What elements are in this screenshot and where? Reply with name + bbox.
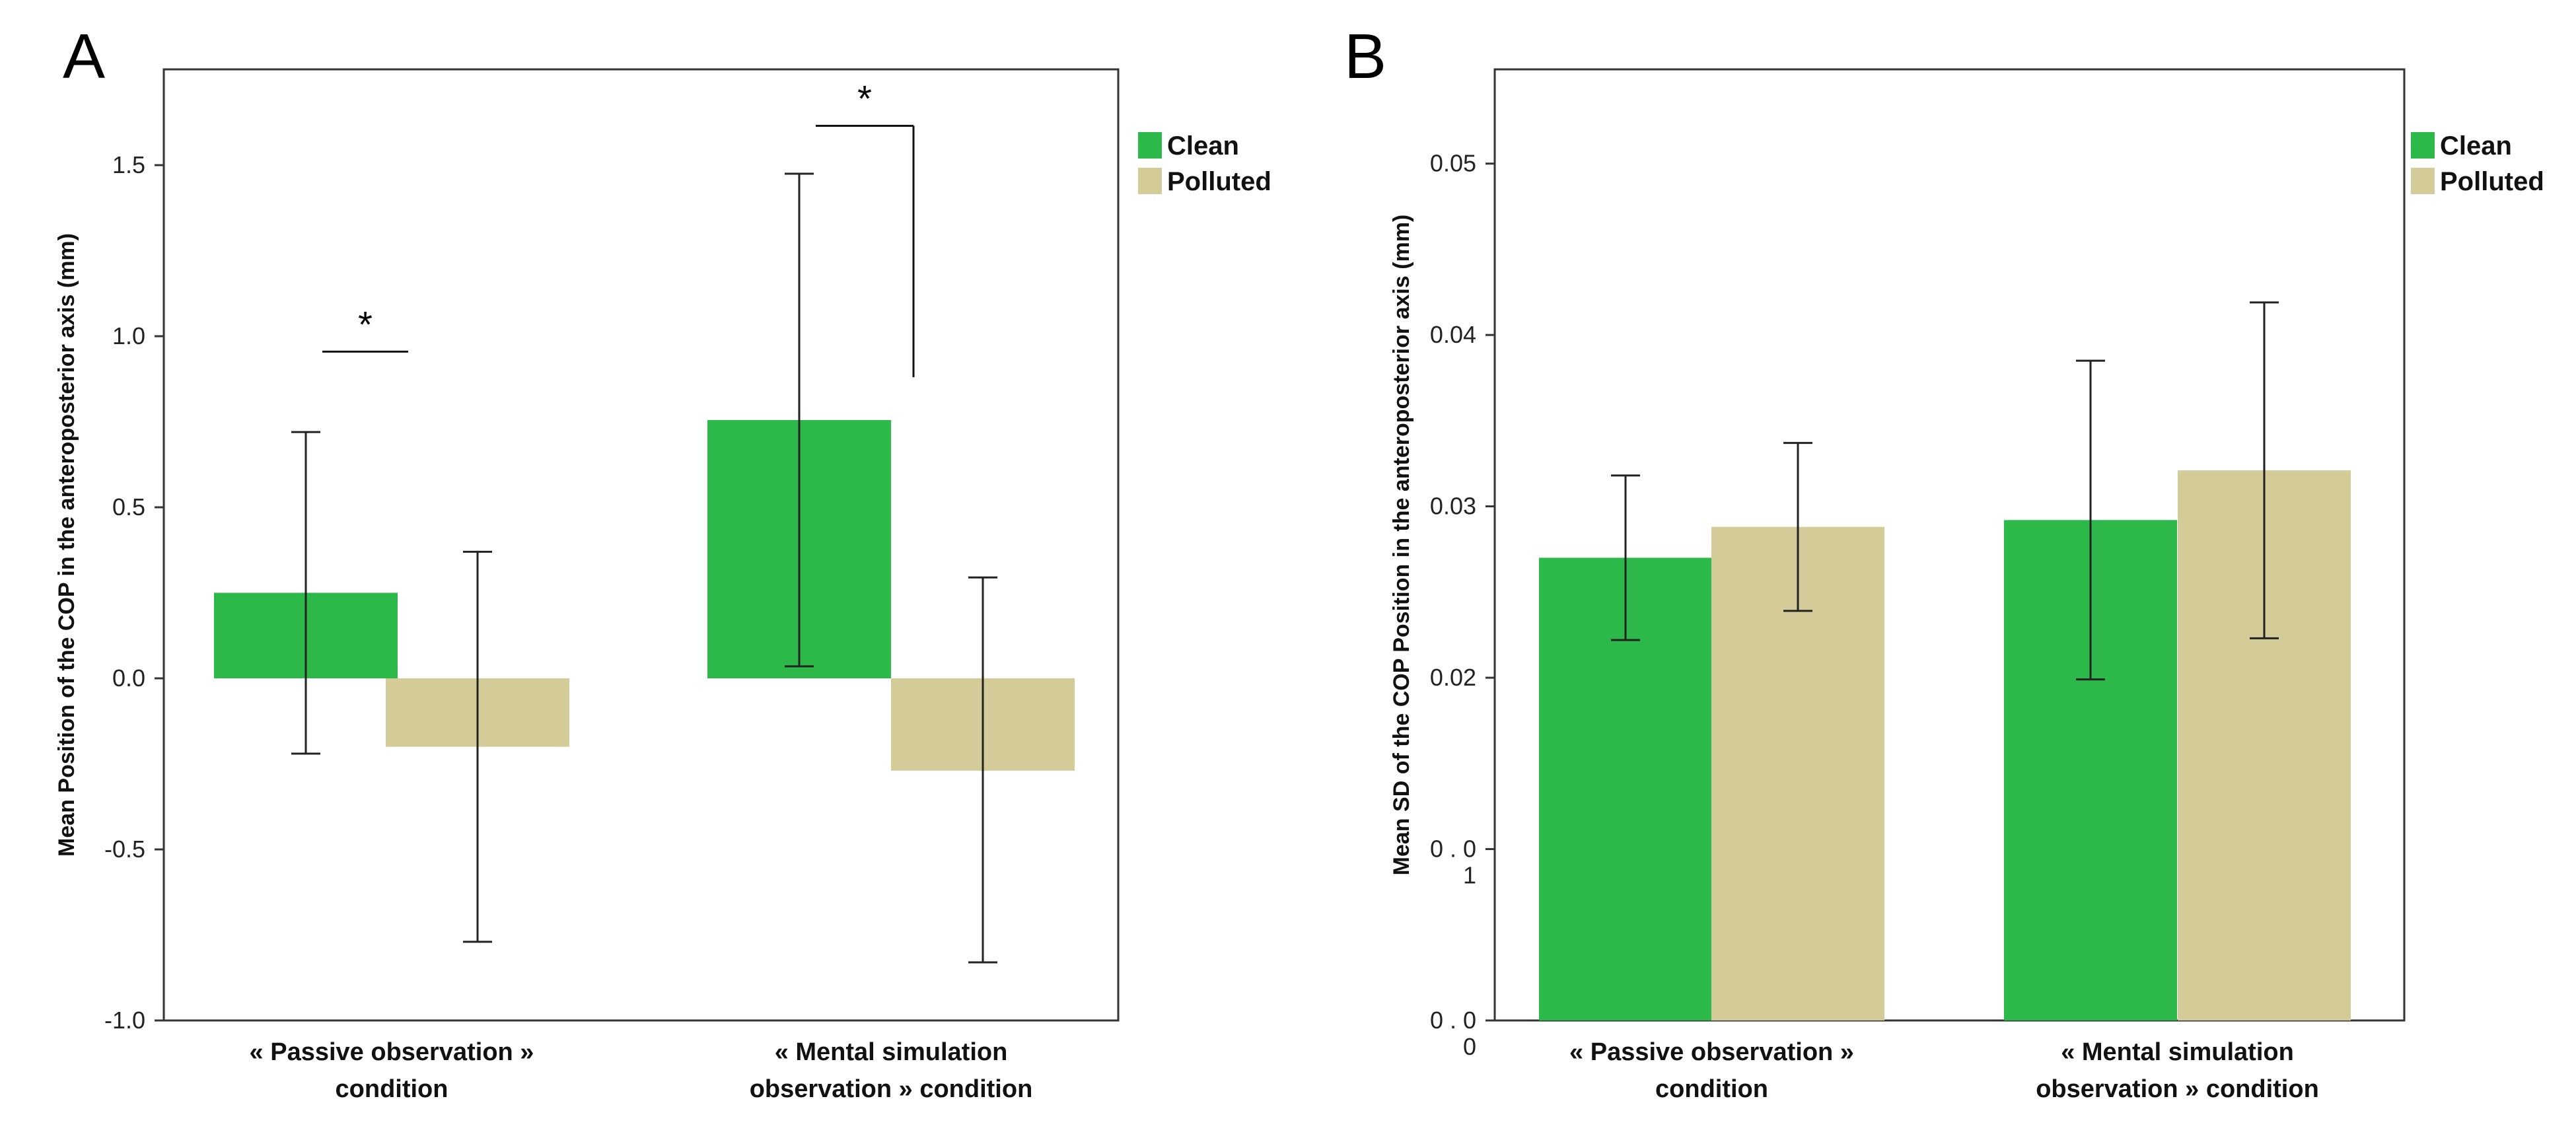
legend-label-polluted: Polluted (2440, 167, 2544, 196)
y-tick-label: 0.04 (1430, 321, 1476, 348)
significance-star: * (857, 77, 872, 119)
y-axis-label: Mean SD of the COP Position in the anter… (1389, 215, 1414, 876)
plot-frame-B (1493, 68, 2406, 1022)
plot-frame-A (162, 68, 1120, 1022)
legend-swatch-polluted (1138, 168, 1162, 194)
category-label: « Mental simulation observation » conditi… (2036, 1038, 2319, 1103)
legend-swatch-clean (2411, 132, 2435, 159)
legend-label-clean: Clean (1167, 131, 1239, 161)
y-tick-label: 1.0 (112, 322, 145, 349)
significance-star: * (358, 303, 373, 345)
category-label: « Mental simulation observation » conditi… (750, 1038, 1033, 1103)
y-tick-label: 0.5 (112, 493, 145, 520)
y-tick-label: 0.0 (112, 664, 145, 692)
category-label: « Passive observation » condition (1569, 1038, 1854, 1103)
y-tick-label: 0.02 (1430, 664, 1476, 691)
panel-label-B: B (1344, 21, 1386, 92)
legend-label-clean: Clean (2440, 131, 2512, 161)
legend-label-polluted: Polluted (1167, 167, 1271, 196)
y-tick-label: 0.03 (1430, 493, 1476, 520)
panel-label-A: A (63, 21, 105, 92)
y-tick-label: -1.0 (104, 1007, 145, 1034)
category-label: « Passive observation » condition (250, 1038, 534, 1103)
y-tick-label: 1.5 (112, 151, 145, 178)
y-tick-label: -0.5 (104, 836, 145, 863)
y-tick-label: 0.05 (1430, 150, 1476, 177)
y-axis-label: Mean Position of the COP in the anteropo… (54, 233, 79, 857)
legend-swatch-polluted (2411, 168, 2435, 194)
legend-swatch-clean (1138, 132, 1162, 159)
